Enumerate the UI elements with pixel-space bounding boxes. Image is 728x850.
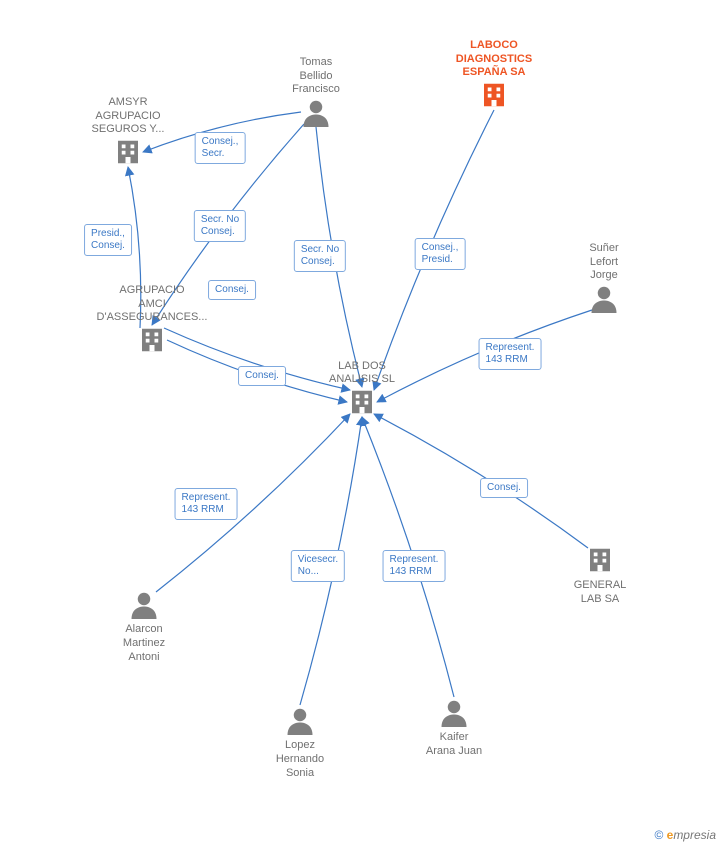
node-lopez[interactable]: Lopez Hernando Sonia <box>276 705 324 780</box>
node-label: Lopez Hernando Sonia <box>276 739 324 779</box>
edge-label: Consej. <box>208 280 256 300</box>
node-suner[interactable]: Suñer Lefort Jorge <box>589 242 619 317</box>
edge-label: Represent. 143 RRM <box>383 550 446 582</box>
person-icon <box>439 697 469 727</box>
node-label: Alarcon Martinez Antoni <box>123 623 165 663</box>
company-icon <box>585 545 615 575</box>
node-label: Suñer Lefort Jorge <box>589 242 618 282</box>
edge-label: Secr. No Consej. <box>294 240 346 272</box>
edge-label: Represent. 143 RRM <box>479 338 542 370</box>
edge-label: Represent. 143 RRM <box>175 488 238 520</box>
person-icon <box>589 283 619 313</box>
node-tomas[interactable]: Tomas Bellido Francisco <box>292 56 340 131</box>
node-amsyr[interactable]: AMSYR AGRUPACIO SEGUROS Y... <box>92 96 165 171</box>
company-icon <box>347 387 377 417</box>
company-icon <box>479 80 509 110</box>
node-label: AMSYR AGRUPACIO SEGUROS Y... <box>92 96 165 136</box>
edge-label: Consej., Secr. <box>195 132 246 164</box>
edge-label: Vicesecr. No... <box>291 550 345 582</box>
copyright-symbol: © <box>654 828 663 842</box>
node-alarcon[interactable]: Alarcon Martinez Antoni <box>123 589 165 664</box>
node-label: LABOCO DIAGNOSTICS ESPAÑA SA <box>456 39 532 79</box>
edge-label: Consej. <box>238 366 286 386</box>
node-label: LAB DOS ANALISIS SL <box>329 360 395 386</box>
edge-label: Consej., Presid. <box>415 238 466 270</box>
node-label: Kaifer Arana Juan <box>426 731 482 757</box>
node-label: AGRUPACIO AMCI D'ASSEGURANCES... <box>97 284 208 324</box>
footer: © empresia <box>654 828 716 842</box>
node-label: Tomas Bellido Francisco <box>292 56 340 96</box>
node-labdos[interactable]: LAB DOS ANALISIS SL <box>329 360 395 422</box>
person-icon <box>301 97 331 127</box>
person-icon <box>129 589 159 619</box>
node-agrup[interactable]: AGRUPACIO AMCI D'ASSEGURANCES... <box>97 284 208 359</box>
company-icon <box>137 325 167 355</box>
edge-label: Presid., Consej. <box>84 224 132 256</box>
company-icon <box>113 137 143 167</box>
edge-label: Consej. <box>480 478 528 498</box>
node-laboco[interactable]: LABOCO DIAGNOSTICS ESPAÑA SA <box>456 39 532 114</box>
node-label: GENERAL LAB SA <box>574 579 627 605</box>
node-general[interactable]: GENERAL LAB SA <box>574 545 627 607</box>
edge-label: Secr. No Consej. <box>194 210 246 242</box>
brand-text: mpresia <box>673 828 716 842</box>
node-kaifer[interactable]: Kaifer Arana Juan <box>426 697 482 759</box>
person-icon <box>285 705 315 735</box>
